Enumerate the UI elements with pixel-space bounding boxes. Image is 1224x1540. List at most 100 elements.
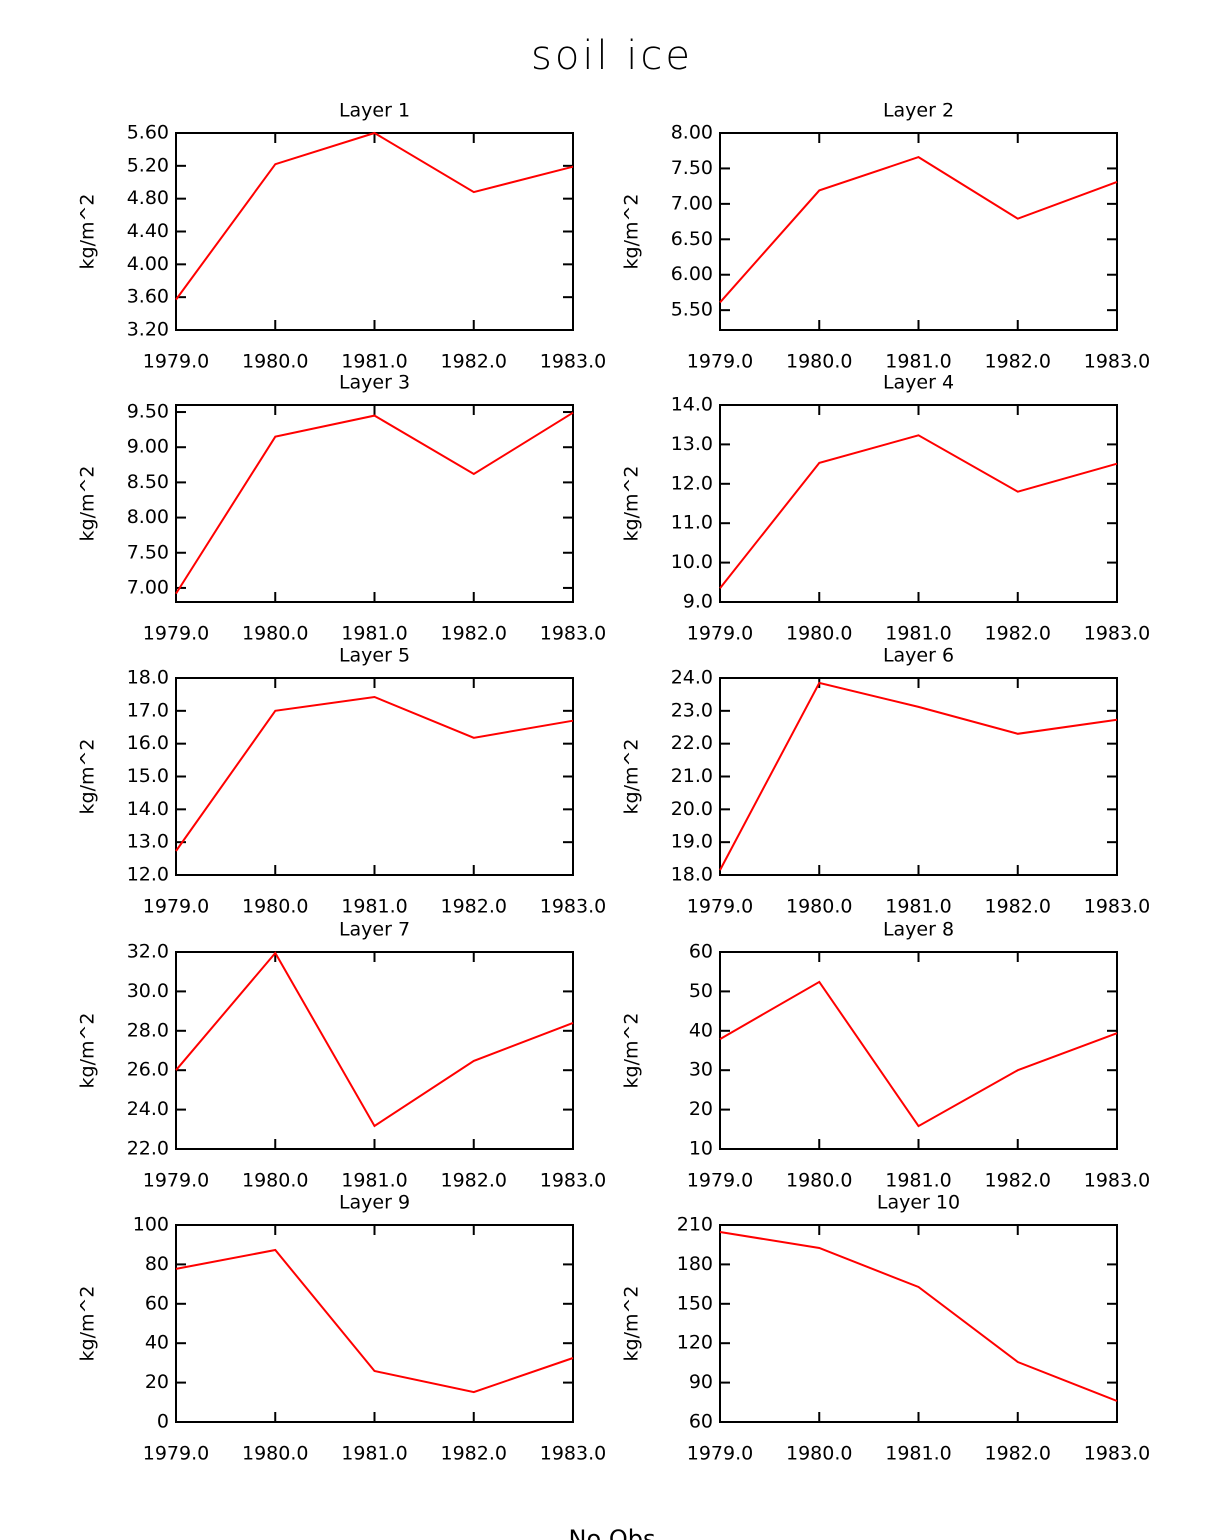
plot-title: Layer 8	[883, 919, 954, 941]
x-tick-label: 1980.0	[242, 896, 308, 918]
x-tick-label: 1979.0	[687, 623, 753, 645]
x-tick-label: 1982.0	[441, 1170, 507, 1192]
x-tick-label: 1982.0	[985, 896, 1051, 918]
y-tick-label: 14.0	[127, 798, 169, 820]
y-tick-label: 7.00	[671, 192, 713, 214]
y-tick-label: 7.00	[127, 576, 169, 598]
x-tick-label: 1983.0	[1084, 623, 1150, 645]
y-tick-label: 60	[689, 941, 713, 963]
footer: No Obs	[569, 1525, 656, 1540]
y-tick-label: 20	[689, 1098, 713, 1120]
y-axis-label: kg/m^2	[621, 1286, 643, 1362]
y-tick-label: 10	[689, 1138, 713, 1160]
y-tick-label: 16.0	[127, 732, 169, 754]
y-axis-label: kg/m^2	[77, 1013, 99, 1089]
x-tick-label: 1982.0	[441, 623, 507, 645]
y-tick-label: 0	[157, 1411, 169, 1433]
x-tick-label: 1980.0	[242, 623, 308, 645]
plot-title: Layer 4	[883, 372, 954, 394]
y-tick-label: 5.50	[671, 299, 713, 321]
x-tick-label: 1981.0	[341, 351, 407, 373]
data-line	[719, 681, 1118, 871]
y-tick-label: 6.50	[671, 228, 713, 250]
y-axis-label: kg/m^2	[621, 466, 643, 542]
y-tick-label: 18.0	[671, 864, 713, 886]
y-tick-label: 7.50	[671, 157, 713, 179]
x-tick-label: 1979.0	[143, 351, 209, 373]
x-tick-label: 1980.0	[786, 896, 852, 918]
y-tick-label: 7.50	[127, 541, 169, 563]
x-tick-label: 1982.0	[441, 1443, 507, 1465]
plot-title: Layer 5	[339, 645, 410, 667]
y-tick-label: 3.60	[127, 286, 169, 308]
x-tick-label: 1981.0	[341, 896, 407, 918]
y-tick-label: 60	[689, 1411, 713, 1433]
x-tick-label: 1983.0	[1084, 351, 1150, 373]
y-tick-label: 3.20	[127, 319, 169, 341]
x-tick-label: 1982.0	[985, 351, 1051, 373]
x-tick-label: 1979.0	[687, 1443, 753, 1465]
x-tick-label: 1980.0	[242, 1170, 308, 1192]
x-tick-label: 1979.0	[687, 351, 753, 373]
y-tick-label: 17.0	[127, 699, 169, 721]
x-tick-label: 1980.0	[242, 1443, 308, 1465]
y-tick-label: 13.0	[671, 433, 713, 455]
plot-title: Layer 9	[339, 1192, 410, 1214]
y-tick-label: 8.00	[127, 506, 169, 528]
y-tick-label: 210	[677, 1214, 713, 1236]
y-tick-label: 11.0	[671, 512, 713, 534]
y-tick-label: 120	[677, 1332, 713, 1354]
x-tick-label: 1979.0	[143, 896, 209, 918]
y-axis-label: kg/m^2	[77, 194, 99, 270]
x-tick-label: 1980.0	[242, 351, 308, 373]
y-tick-label: 18.0	[127, 667, 169, 689]
y-tick-label: 9.50	[127, 401, 169, 423]
x-tick-label: 1982.0	[441, 896, 507, 918]
plot-title: Layer 2	[883, 100, 954, 122]
x-tick-label: 1981.0	[885, 351, 951, 373]
y-tick-label: 20.0	[671, 798, 713, 820]
y-axis-label: kg/m^2	[621, 739, 643, 815]
x-tick-label: 1979.0	[687, 896, 753, 918]
x-tick-label: 1981.0	[885, 623, 951, 645]
y-tick-label: 22.0	[127, 1138, 169, 1160]
x-tick-label: 1983.0	[540, 1170, 606, 1192]
figure-title: soil ice	[531, 33, 693, 79]
y-tick-label: 4.00	[127, 253, 169, 275]
y-tick-label: 12.0	[671, 472, 713, 494]
data-line	[175, 1248, 574, 1394]
x-tick-label: 1979.0	[143, 623, 209, 645]
x-tick-label: 1981.0	[885, 1443, 951, 1465]
x-tick-label: 1980.0	[786, 351, 852, 373]
y-tick-label: 8.00	[671, 122, 713, 144]
y-tick-label: 4.40	[127, 220, 169, 242]
x-tick-label: 1981.0	[341, 1443, 407, 1465]
y-tick-label: 10.0	[671, 551, 713, 573]
y-tick-label: 26.0	[127, 1059, 169, 1081]
x-tick-label: 1983.0	[1084, 896, 1150, 918]
x-tick-label: 1981.0	[885, 1170, 951, 1192]
plot-title: Layer 7	[339, 919, 410, 941]
y-tick-label: 19.0	[671, 831, 713, 853]
y-tick-label: 9.0	[683, 591, 713, 613]
y-tick-label: 80	[145, 1253, 169, 1275]
y-tick-label: 40	[689, 1019, 713, 1041]
y-tick-label: 15.0	[127, 765, 169, 787]
plot-title: Layer 6	[883, 645, 954, 667]
y-tick-label: 23.0	[671, 699, 713, 721]
y-tick-label: 5.60	[127, 122, 169, 144]
x-tick-label: 1982.0	[985, 1443, 1051, 1465]
y-tick-label: 50	[689, 980, 713, 1002]
data-line	[175, 951, 574, 1128]
y-tick-label: 14.0	[671, 394, 713, 416]
x-tick-label: 1983.0	[540, 623, 606, 645]
data-line	[719, 1231, 1118, 1402]
y-axis-label: kg/m^2	[77, 739, 99, 815]
y-tick-label: 5.20	[127, 154, 169, 176]
y-axis-label: kg/m^2	[77, 1286, 99, 1362]
y-tick-label: 30	[689, 1059, 713, 1081]
data-line	[719, 156, 1118, 304]
x-tick-label: 1981.0	[885, 896, 951, 918]
